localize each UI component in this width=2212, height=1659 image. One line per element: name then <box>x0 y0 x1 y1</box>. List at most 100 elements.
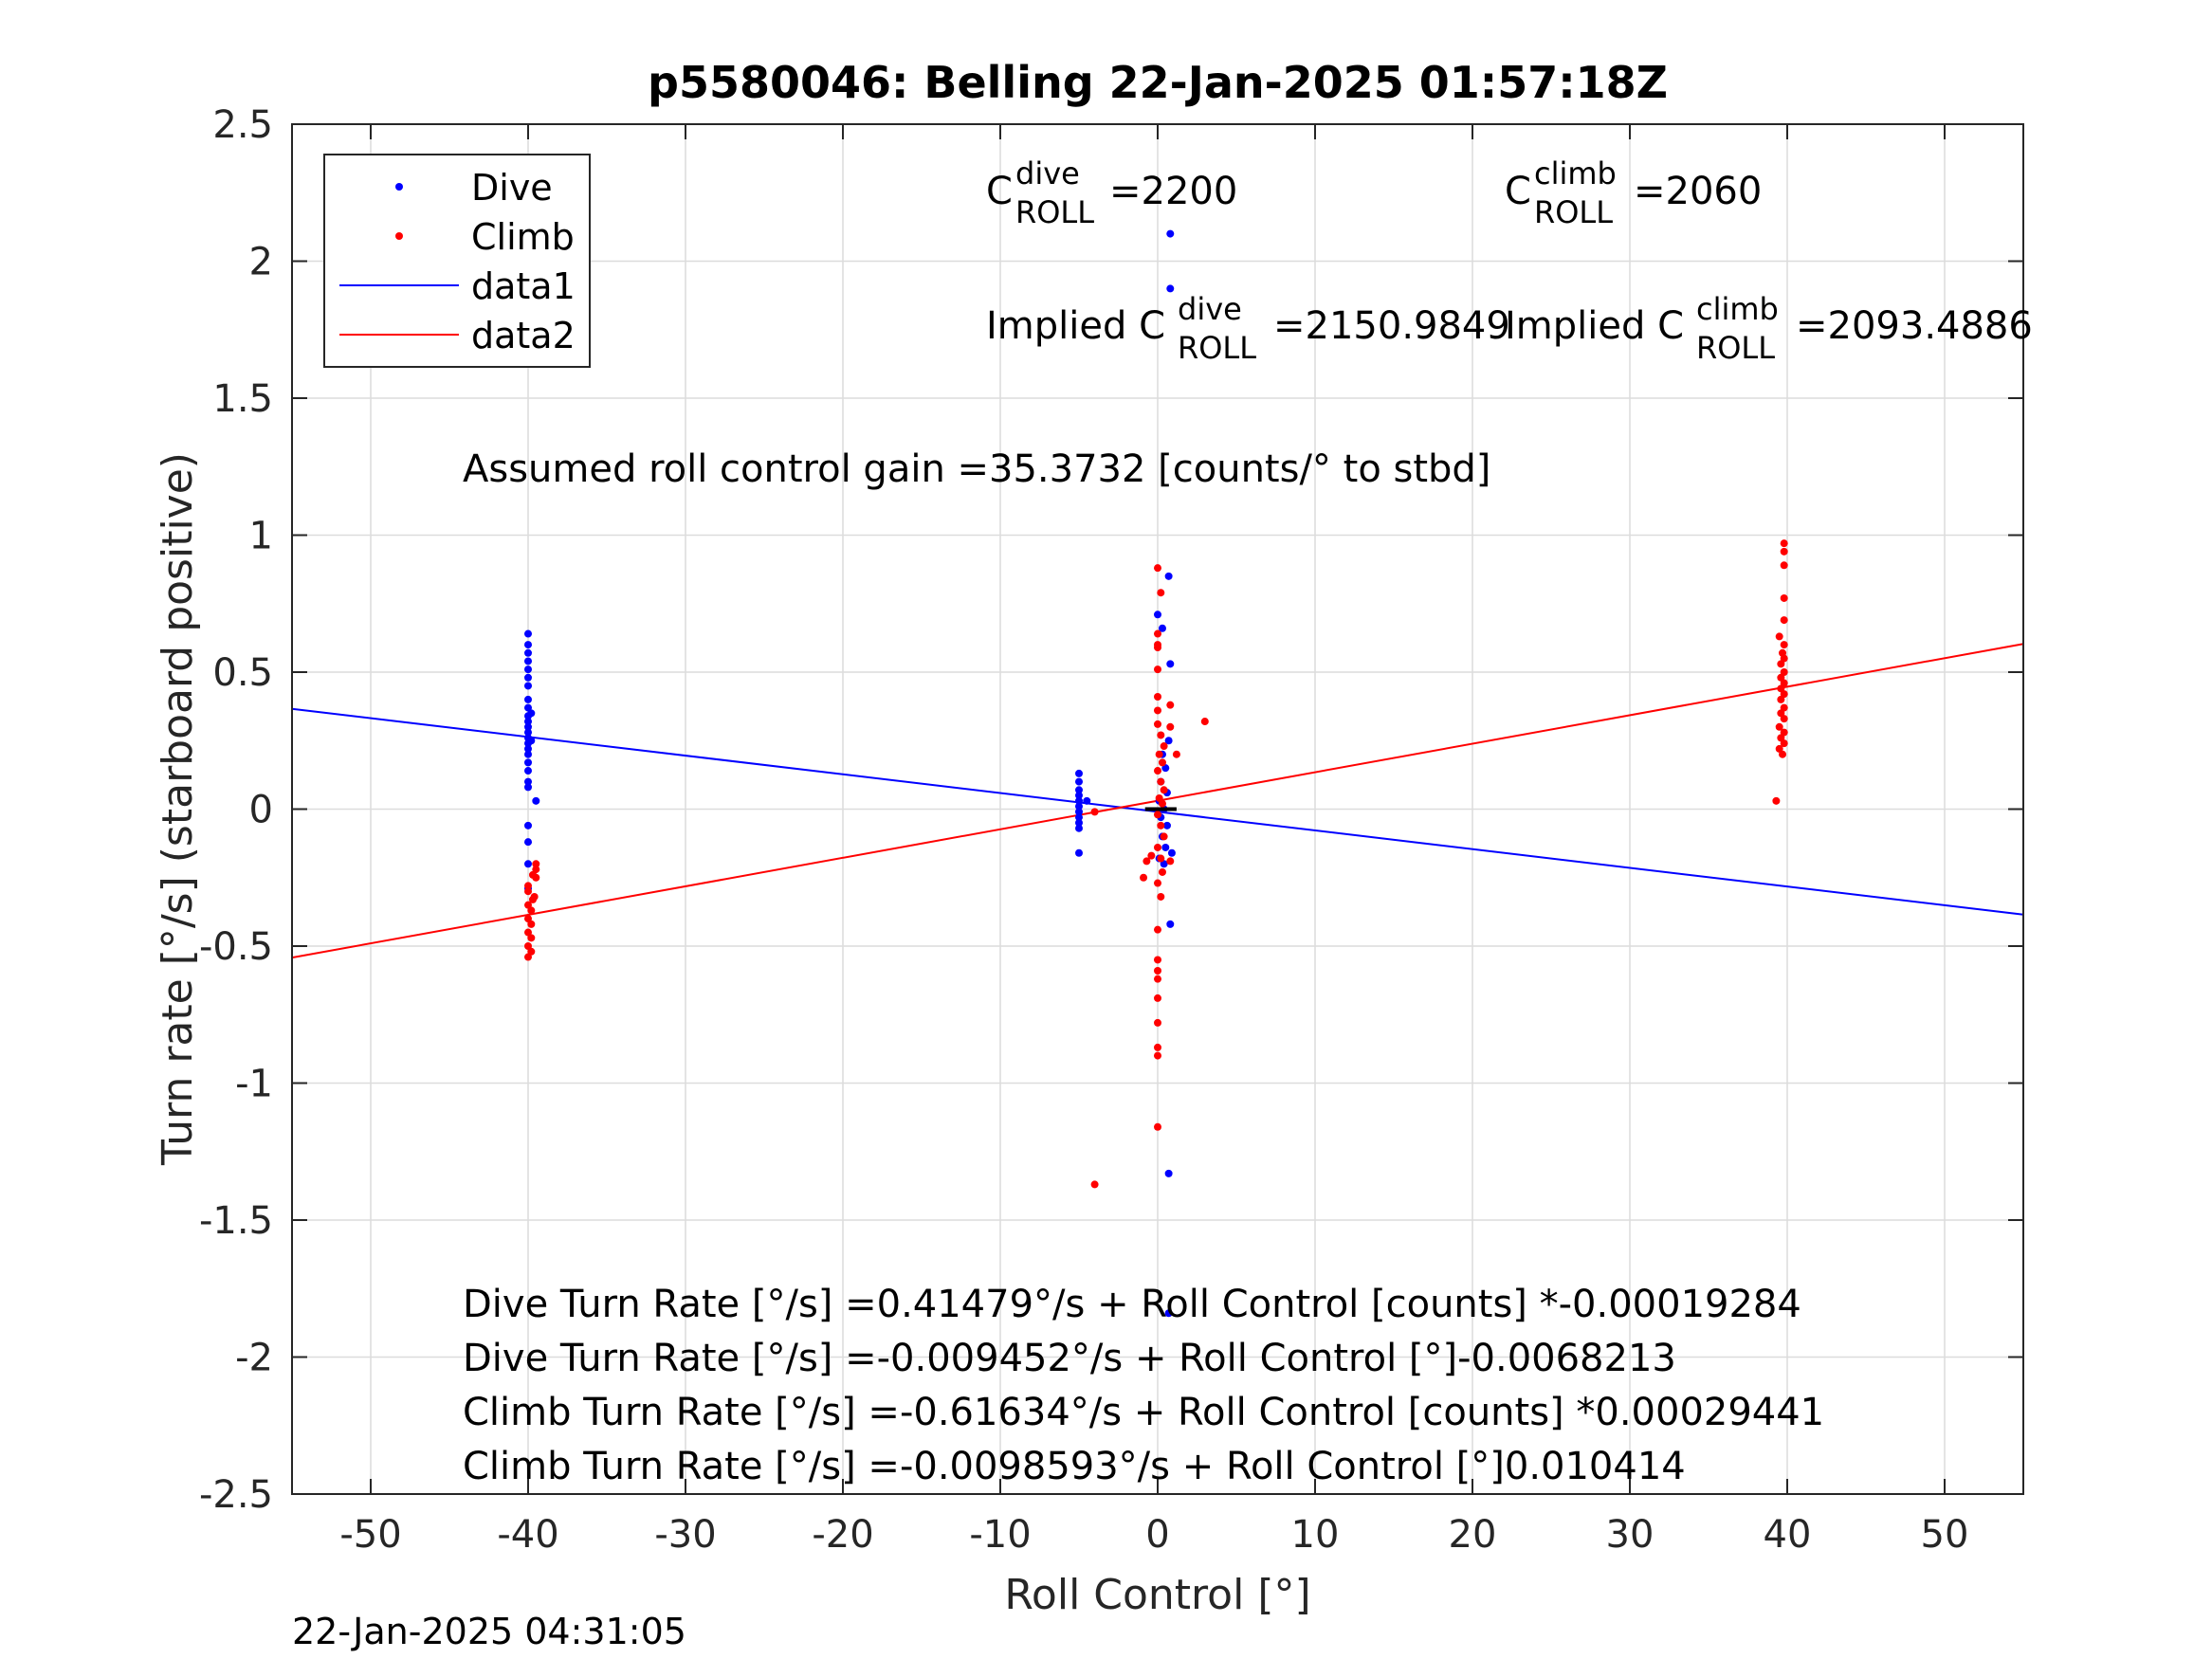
x-tick-label: -10 <box>969 1513 1031 1557</box>
annotation-c-dive: C dive ROLL =2200 <box>986 155 1237 230</box>
point-dive <box>1158 624 1166 632</box>
point-climb <box>1160 786 1168 794</box>
legend-climb-marker <box>395 232 403 240</box>
point-climb <box>1157 854 1165 863</box>
point-dive <box>524 758 532 767</box>
y-tick-label: -1.5 <box>199 1199 273 1243</box>
legend-data1-label: data1 <box>471 265 576 307</box>
point-climb <box>1090 808 1099 816</box>
point-climb <box>1154 706 1161 715</box>
point-climb <box>1154 811 1161 819</box>
point-climb <box>1780 703 1788 712</box>
point-climb <box>1157 892 1165 901</box>
point-dive <box>1075 792 1083 800</box>
point-dive <box>1166 284 1175 293</box>
x-tick-label: 30 <box>1606 1513 1654 1557</box>
point-climb <box>1154 843 1161 851</box>
point-climb <box>1780 715 1788 723</box>
implied-dive-sup: dive <box>1178 291 1242 327</box>
point-dive <box>524 657 532 665</box>
c-climb-value: =2060 <box>1634 170 1762 213</box>
point-dive <box>1075 824 1083 832</box>
point-dive <box>1075 796 1083 805</box>
point-climb <box>524 928 532 937</box>
implied-climb-sup: climb <box>1696 291 1779 327</box>
axis-ticks <box>292 123 2023 1495</box>
point-dive <box>524 641 532 649</box>
point-climb <box>1155 750 1163 758</box>
point-dive <box>1166 229 1175 238</box>
point-climb <box>1772 796 1781 805</box>
point-climb <box>1777 695 1785 703</box>
point-climb <box>1158 799 1166 808</box>
point-climb <box>1154 1051 1161 1060</box>
point-dive <box>1166 920 1175 928</box>
y-tick-label: 2 <box>249 241 273 284</box>
point-climb <box>524 901 532 909</box>
x-tick-label: 40 <box>1764 1513 1812 1557</box>
c-climb-sup: climb <box>1534 155 1617 191</box>
point-dive <box>1167 848 1176 857</box>
point-dive <box>1164 1169 1173 1177</box>
point-dive <box>527 737 536 745</box>
point-climb <box>1780 679 1788 687</box>
point-climb <box>1200 718 1209 726</box>
point-climb <box>1090 1180 1099 1189</box>
point-climb <box>1157 777 1165 786</box>
point-climb <box>527 906 536 915</box>
data-points <box>524 229 1788 1318</box>
point-climb <box>1154 925 1161 934</box>
legend: Dive Climb data1 data2 <box>323 154 591 368</box>
point-dive <box>1161 843 1170 851</box>
point-climb <box>1777 660 1785 668</box>
point-climb <box>1154 665 1161 674</box>
point-climb <box>1155 793 1163 802</box>
point-dive <box>1162 821 1171 830</box>
y-tick-label: 1 <box>249 515 273 558</box>
point-climb <box>532 860 540 868</box>
point-dive <box>524 665 532 674</box>
point-climb <box>1154 720 1161 728</box>
point-climb <box>1154 1018 1161 1027</box>
point-climb <box>1154 693 1161 702</box>
point-climb <box>527 920 536 928</box>
point-climb <box>524 887 532 896</box>
point-climb <box>524 953 532 961</box>
point-dive <box>1075 813 1083 822</box>
point-climb <box>524 882 532 890</box>
point-climb <box>1780 690 1788 699</box>
point-climb <box>524 915 532 923</box>
c-climb-sub: ROLL <box>1534 194 1613 230</box>
legend-climb-label: Climb <box>471 216 575 258</box>
implied-climb-prefix: Implied C <box>1505 304 1684 348</box>
c-dive-value: =2200 <box>1109 170 1237 213</box>
point-climb <box>1780 547 1788 556</box>
point-dive <box>524 718 532 726</box>
point-dive <box>1164 737 1173 745</box>
point-climb <box>1780 593 1788 602</box>
x-tick-label: -20 <box>812 1513 873 1557</box>
c-dive-sup: dive <box>1015 155 1080 191</box>
point-climb <box>1140 873 1148 882</box>
point-dive <box>524 767 532 775</box>
point-dive <box>1075 808 1083 816</box>
point-climb <box>1775 722 1783 731</box>
point-dive <box>1160 860 1168 868</box>
point-dive <box>1075 786 1083 794</box>
point-climb <box>1157 731 1165 739</box>
point-climb <box>1157 821 1165 830</box>
point-climb <box>1780 539 1788 548</box>
point-climb <box>1160 742 1168 751</box>
point-dive <box>524 703 532 712</box>
point-climb <box>528 895 537 903</box>
point-climb <box>1780 668 1788 676</box>
equation-line: Climb Turn Rate [°/s] =-0.61634°/s + Rol… <box>463 1391 1824 1434</box>
x-tick-label: -50 <box>339 1513 401 1557</box>
c-dive-base: C <box>986 170 1013 213</box>
point-climb <box>1154 967 1161 975</box>
point-dive <box>1083 796 1091 805</box>
y-tick-label: 0.5 <box>212 651 273 695</box>
point-dive <box>524 750 532 758</box>
annotation-implied-climb: Implied C climb ROLL =2093.4886 <box>1505 291 2033 366</box>
point-climb <box>1777 709 1785 718</box>
